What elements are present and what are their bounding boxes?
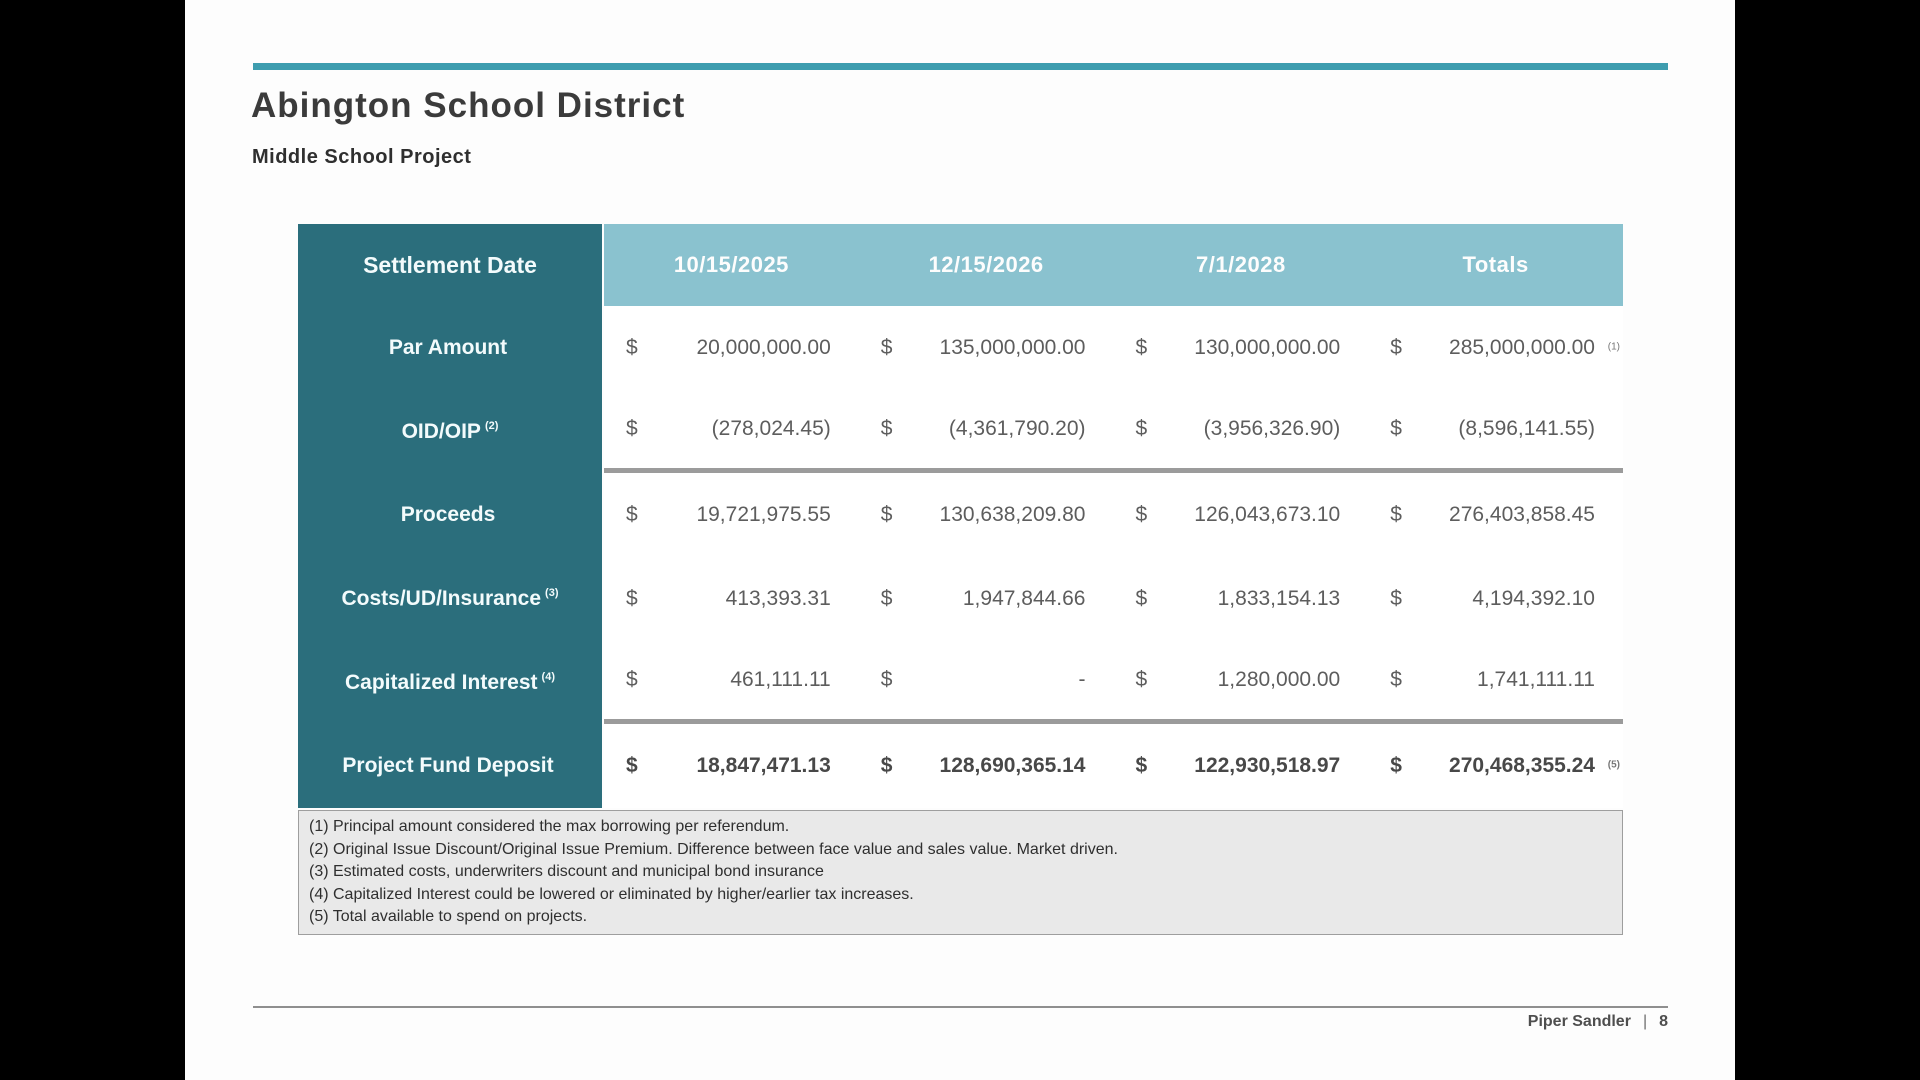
cell-value: $ (4,361,790.20) <box>880 417 1086 441</box>
cell-value-total: $276,403,858.45 <box>1390 503 1595 527</box>
cell-value-total: $1,741,111.11 <box>1390 668 1595 692</box>
cell-value-total: $270,468,355.24 (5) <box>1390 754 1620 778</box>
cell-value: $18,847,471.13 <box>626 754 831 778</box>
footnote-marker: (3) <box>545 586 559 599</box>
cell-value: $ - <box>880 668 1086 692</box>
cell-value-total: $ (8,596,141.55) <box>1390 417 1595 441</box>
cell-value-total: $4,194,392.10 <box>1390 586 1595 610</box>
slide-footer: Piper Sandler | 8 <box>1528 1013 1668 1031</box>
cell-value: $461,111.11 <box>626 668 831 692</box>
footnote-3: (3) Estimated costs, underwriters discou… <box>309 863 824 880</box>
footnotes-panel: (1) Principal amount considered the max … <box>298 810 1623 935</box>
table-corner-header: Settlement Date <box>298 224 602 306</box>
table-row-proceeds: $19,721,975.55 $130,638,209.80 $126,043,… <box>604 473 1623 558</box>
footnote-1: (1) Principal amount considered the max … <box>309 818 790 835</box>
table-row-capitalized-interest: $461,111.11 $ - $1,280,000.00 $1,741,111.… <box>604 640 1623 725</box>
footnote-marker: (1) <box>1607 341 1620 353</box>
table-row-par-amount: $20,000,000.00 $135,000,000.00 $130,000,… <box>604 306 1623 390</box>
cell-value: $19,721,975.55 <box>626 503 831 527</box>
accent-divider <box>253 63 1668 70</box>
footer-divider <box>253 1006 1668 1008</box>
cell-value: $1,833,154.13 <box>1135 586 1341 610</box>
footnote-marker: (5) <box>1607 759 1620 771</box>
presentation-slide: Abington School District Middle School P… <box>185 0 1735 1080</box>
footnote-4: (4) Capitalized Interest could be lowere… <box>309 885 914 903</box>
table-row-costs-ud-insurance: $413,393.31 $1,947,844.66 $1,833,154.13 … <box>604 557 1623 641</box>
cell-value: $122,930,518.97 <box>1135 754 1341 778</box>
cell-value: $20,000,000.00 <box>626 335 831 359</box>
row-label-oid-oip: OID/OIP (2) <box>401 419 499 443</box>
table-row-project-fund-deposit: $18,847,471.13 $128,690,365.14 $122,930,… <box>604 724 1623 809</box>
data-columns: 10/15/2025 12/15/2026 7/1/2028 Totals $2… <box>604 224 1623 809</box>
footnote-marker: (2) <box>484 419 499 432</box>
footer-separator: | <box>1642 1013 1648 1030</box>
cell-value: $130,000,000.00 <box>1135 335 1341 359</box>
column-header-date-3: 7/1/2028 <box>1196 252 1286 277</box>
column-header-date-2: 12/15/2026 <box>928 252 1044 277</box>
column-header-totals: Totals <box>1462 252 1529 277</box>
cell-value-total: $285,000,000.00 (1) <box>1390 335 1620 359</box>
cell-value: $126,043,673.10 <box>1135 503 1341 527</box>
row-label-column: Settlement Date Par Amount OID/OIP (2) Pr… <box>298 224 602 809</box>
footnote-marker: (4) <box>541 670 555 683</box>
cell-value: $413,393.31 <box>626 586 831 610</box>
column-header-row: 10/15/2025 12/15/2026 7/1/2028 Totals <box>604 224 1623 306</box>
cell-value: $130,638,209.80 <box>880 503 1086 527</box>
slide-title: Abington School District <box>251 86 686 125</box>
table-row-oid-oip: $ (278,024.45) $ (4,361,790.20) $ (3,956,32… <box>604 389 1623 474</box>
row-label-project-fund-deposit: Project Fund Deposit <box>342 754 554 778</box>
footnote-2: (2) Original Issue Discount/Original Iss… <box>309 840 1118 858</box>
corner-header-label: Settlement Date <box>363 251 537 278</box>
cell-value: $ (278,024.45) <box>626 417 831 441</box>
column-header-date-1: 10/15/2025 <box>673 252 789 277</box>
footnote-5: (5) Total available to spend on projects… <box>309 908 588 925</box>
cell-value: $1,947,844.66 <box>880 586 1086 610</box>
financing-summary-table: Settlement Date Par Amount OID/OIP (2) Pr… <box>298 224 1623 809</box>
row-label-capitalized-interest: Capitalized Interest (4) <box>344 670 555 694</box>
slide-subtitle: Middle School Project <box>252 146 472 168</box>
row-label-par-amount: Par Amount <box>388 335 508 359</box>
row-label-costs-ud-insurance: Costs/UD/Insurance (3) <box>341 586 559 610</box>
row-label-proceeds: Proceeds <box>400 503 496 527</box>
footer-brand: Piper Sandler <box>1527 1013 1631 1030</box>
cell-value: $1,280,000.00 <box>1135 668 1341 692</box>
cell-value: $135,000,000.00 <box>880 335 1086 359</box>
cell-value: $128,690,365.14 <box>880 754 1086 778</box>
cell-value: $ (3,956,326.90) <box>1135 417 1341 441</box>
footer-page-number: 8 <box>1659 1013 1668 1030</box>
